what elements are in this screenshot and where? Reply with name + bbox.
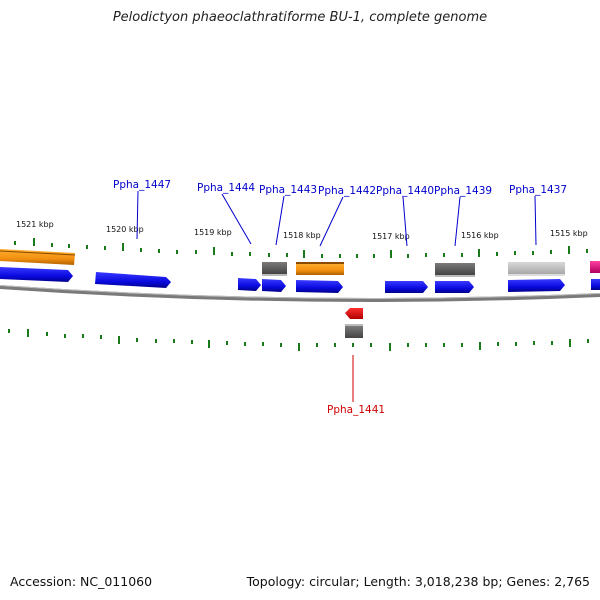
cds-arrow[interactable] xyxy=(591,279,600,290)
cds-arrow[interactable] xyxy=(262,279,286,292)
forward-cds-arrows xyxy=(0,267,600,293)
gene-ppha-1442-block[interactable] xyxy=(296,263,344,275)
pink-feature[interactable] xyxy=(590,261,600,273)
label-leader-lines xyxy=(136,190,537,402)
cds-arrow[interactable] xyxy=(0,267,73,282)
gene-label-ppha-1442[interactable]: Ppha_1442 xyxy=(318,185,376,197)
cds-arrow[interactable] xyxy=(296,280,343,293)
gene-ppha-1437-block[interactable] xyxy=(508,262,565,274)
gene-label-ppha-1447[interactable]: Ppha_1447 xyxy=(113,179,171,191)
accession-text: Accession: NC_011060 xyxy=(10,574,153,589)
reverse-features xyxy=(345,308,363,338)
gene-ppha-1443-block[interactable] xyxy=(262,262,287,274)
cds-arrow[interactable] xyxy=(385,281,428,293)
scale-label-1518: 1518 kbp xyxy=(283,231,321,240)
forward-scale-ticks xyxy=(14,238,588,258)
gene-label-ppha-1440[interactable]: Ppha_1440 xyxy=(376,185,434,197)
genome-stats-text: Topology: circular; Length: 3,018,238 bp… xyxy=(246,574,590,589)
cds-arrow[interactable] xyxy=(435,281,474,293)
genome-title: Pelodictyon phaeoclathratiforme BU-1, co… xyxy=(112,10,488,25)
gene-ppha-1439-block[interactable] xyxy=(435,263,475,275)
rna-feature[interactable] xyxy=(0,249,75,265)
scale-label-1515: 1515 kbp xyxy=(550,229,588,238)
scale-label-1517: 1517 kbp xyxy=(372,232,410,241)
forward-outer-features xyxy=(0,249,600,277)
gene-label-ppha-1437[interactable]: Ppha_1437 xyxy=(509,184,567,196)
scale-label-1521: 1521 kbp xyxy=(16,220,54,229)
gene-label-ppha-1444[interactable]: Ppha_1444 xyxy=(197,182,255,194)
scale-label-1516: 1516 kbp xyxy=(461,231,499,240)
genome-backbone xyxy=(0,285,600,302)
cds-arrow[interactable] xyxy=(508,279,565,292)
gene-ppha-1441-arrow[interactable] xyxy=(345,308,363,319)
gene-label-ppha-1443[interactable]: Ppha_1443 xyxy=(259,184,317,196)
cds-arrow[interactable] xyxy=(95,272,171,288)
gene-ppha-1441-block[interactable] xyxy=(345,326,363,338)
gene-label-ppha-1439[interactable]: Ppha_1439 xyxy=(434,185,492,197)
reverse-scale-ticks xyxy=(8,329,589,351)
gene-label-ppha-1441[interactable]: Ppha_1441 xyxy=(327,404,385,416)
scale-label-1519: 1519 kbp xyxy=(194,228,232,237)
cds-arrow[interactable] xyxy=(238,278,261,291)
scale-label-1520: 1520 kbp xyxy=(106,225,144,234)
